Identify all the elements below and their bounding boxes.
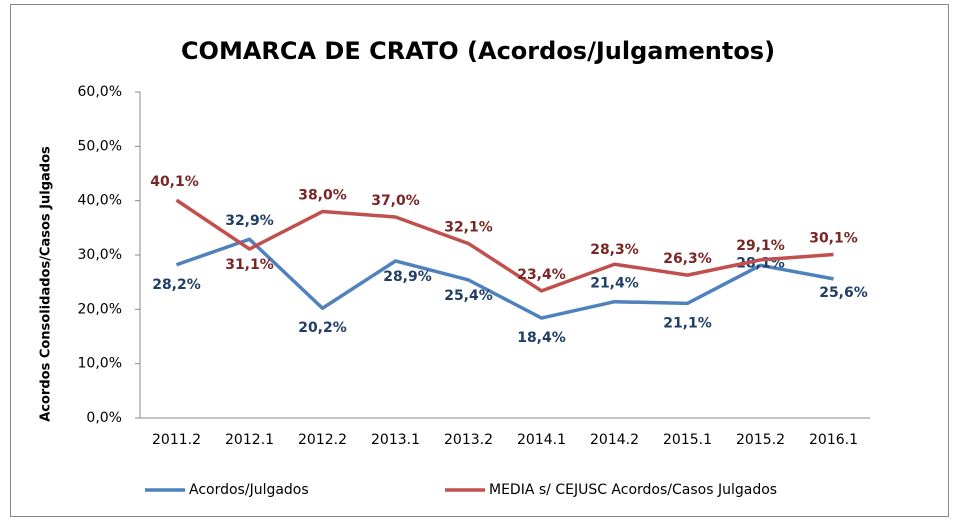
data-label: 31,1% xyxy=(225,257,274,273)
x-tick-label: 2013.1 xyxy=(371,432,420,448)
x-tick-label: 2012.2 xyxy=(298,432,347,448)
data-label: 28,2% xyxy=(152,277,201,293)
data-label: 37,0% xyxy=(371,193,420,209)
x-tick-label: 2014.2 xyxy=(590,432,639,448)
data-label: 32,9% xyxy=(225,213,274,229)
x-tick-label: 2012.1 xyxy=(225,432,274,448)
y-tick-label: 60,0% xyxy=(78,84,122,100)
y-tick-label: 30,0% xyxy=(78,247,122,263)
data-label: 38,0% xyxy=(298,188,347,204)
data-label: 29,1% xyxy=(736,238,785,254)
y-tick-label: 0,0% xyxy=(86,410,122,426)
data-label: 28,9% xyxy=(383,269,432,285)
data-label: 21,4% xyxy=(590,276,639,292)
data-label: 26,3% xyxy=(663,251,712,267)
x-tick-label: 2015.2 xyxy=(736,432,785,448)
y-tick-label: 50,0% xyxy=(78,138,122,154)
data-label: 25,6% xyxy=(819,285,868,301)
legend-label: MEDIA s/ CEJUSC Acordos/Casos Julgados xyxy=(489,482,777,498)
data-label: 30,1% xyxy=(809,230,858,246)
x-tick-label: 2013.2 xyxy=(444,432,493,448)
data-label: 21,1% xyxy=(663,315,712,331)
data-label: 18,4% xyxy=(517,330,566,346)
x-tick-label: 2011.2 xyxy=(152,432,201,448)
y-tick-label: 20,0% xyxy=(78,301,122,317)
data-label: 20,2% xyxy=(298,320,347,336)
x-tick-label: 2016.1 xyxy=(809,432,858,448)
line-series xyxy=(175,198,834,293)
y-axis-title: Acordos Consolidados/Casos Julgados xyxy=(39,146,54,422)
data-label: 40,1% xyxy=(150,174,199,190)
x-tick-label: 2014.1 xyxy=(517,432,566,448)
data-label: 28,3% xyxy=(590,242,639,258)
data-label: 32,1% xyxy=(444,220,493,236)
data-label: 23,4% xyxy=(517,267,566,283)
line-series xyxy=(175,237,834,320)
y-tick-label: 40,0% xyxy=(78,193,122,209)
chart-border xyxy=(10,4,949,517)
chart-title: COMARCA DE CRATO (Acordos/Julgamentos) xyxy=(181,37,775,65)
data-label: 25,4% xyxy=(444,288,493,304)
legend-label: Acordos/Julgados xyxy=(189,482,309,498)
x-tick-label: 2015.1 xyxy=(663,432,712,448)
y-tick-label: 10,0% xyxy=(78,356,122,372)
